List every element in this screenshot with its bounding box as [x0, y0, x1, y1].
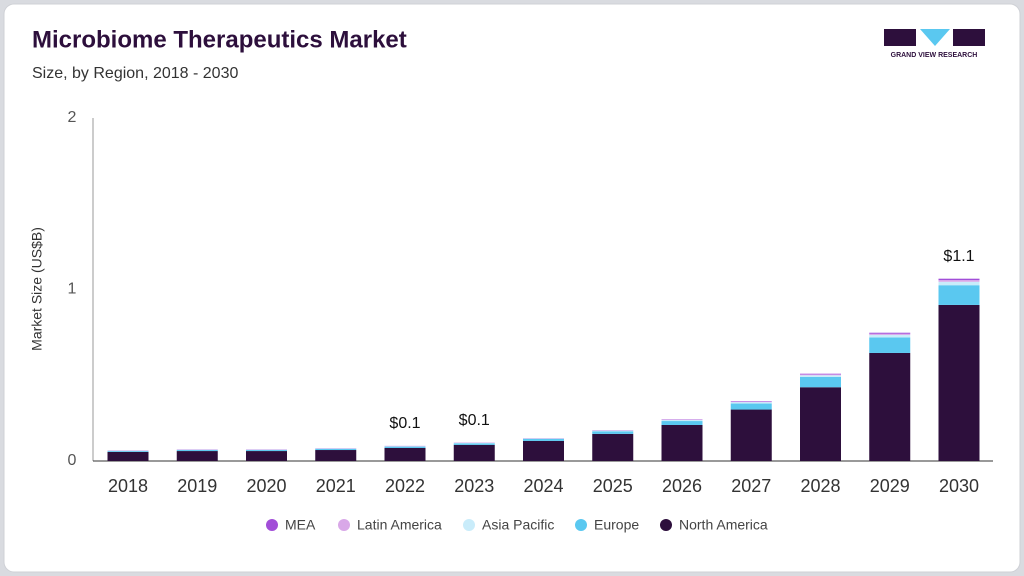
bar-segment — [107, 451, 149, 461]
bar-segment — [453, 443, 495, 445]
bar-segment — [592, 430, 634, 432]
bar-segment — [730, 402, 772, 404]
bar-segment — [315, 450, 357, 461]
x-tick-label: 2023 — [454, 476, 494, 496]
x-tick-label: 2019 — [177, 476, 217, 496]
bar-segment — [246, 451, 287, 461]
bar-segment — [938, 278, 980, 281]
bar-segment — [661, 424, 703, 461]
logo-text: GRAND VIEW RESEARCH — [891, 52, 978, 59]
x-tick-label: 2026 — [662, 476, 702, 496]
bar-segment — [592, 433, 634, 461]
bar-segment — [661, 421, 703, 425]
bar-segment — [938, 281, 980, 286]
x-tick-label: 2020 — [246, 476, 286, 496]
legend-label: North America — [679, 517, 768, 533]
data-label: $0.1 — [459, 412, 490, 429]
bar-segment — [730, 401, 772, 402]
bar-segment — [869, 352, 911, 461]
bar-segment — [800, 374, 841, 376]
bar-segment — [315, 448, 357, 451]
bar-segment — [592, 431, 634, 434]
x-tick-label: 2028 — [800, 476, 840, 496]
card — [3, 3, 1021, 573]
x-tick-label: 2029 — [870, 476, 910, 496]
bar-segment — [384, 446, 426, 448]
legend-label: Asia Pacific — [482, 517, 554, 533]
bar-segment — [800, 373, 841, 375]
x-tick-label: 2027 — [731, 476, 771, 496]
legend-marker — [463, 519, 475, 531]
bar-segment — [246, 450, 287, 452]
data-label: $0.1 — [389, 415, 420, 432]
bar-segment — [938, 304, 980, 461]
bar-segment — [661, 420, 703, 422]
legend-label: Europe — [594, 517, 639, 533]
bar-segment — [730, 409, 772, 461]
bar-segment — [107, 451, 149, 452]
y-axis-label: Market Size (US$B) — [29, 227, 45, 351]
legend-marker — [575, 519, 587, 531]
x-tick-label: 2024 — [523, 476, 563, 496]
legend-label: Latin America — [357, 517, 442, 533]
bar-segment — [453, 444, 495, 461]
bar-segment — [869, 333, 911, 335]
bar-segment — [523, 438, 564, 439]
y-tick-label: 0 — [68, 452, 77, 469]
legend-marker — [338, 519, 350, 531]
bar-segment — [800, 387, 841, 461]
x-tick-label: 2021 — [316, 476, 356, 496]
bar-segment — [730, 403, 772, 410]
bar-segment — [384, 447, 426, 461]
bar-segment — [938, 280, 980, 282]
bar-segment — [176, 450, 218, 452]
chart-title: Microbiome Therapeutics Market — [32, 26, 407, 53]
bar-segment — [869, 337, 911, 353]
logo: GRAND VIEW RESEARCH — [884, 29, 985, 59]
bar-segment — [523, 438, 564, 441]
bar-segment — [869, 332, 911, 334]
legend-marker — [660, 519, 672, 531]
data-label: $1.1 — [943, 248, 974, 265]
bar-segment — [176, 451, 218, 461]
bar-segment — [730, 401, 772, 403]
y-tick-label: 1 — [68, 281, 77, 298]
legend-label: MEA — [285, 517, 316, 533]
legend-marker — [266, 519, 278, 531]
bar-segment — [938, 285, 980, 305]
chart-subtitle: Size, by Region, 2018 - 2030 — [32, 65, 238, 82]
x-tick-label: 2022 — [385, 476, 425, 496]
x-tick-label: 2025 — [593, 476, 633, 496]
bar-segment — [800, 375, 841, 377]
x-tick-label: 2030 — [939, 476, 979, 496]
x-tick-label: 2018 — [108, 476, 148, 496]
y-tick-label: 2 — [68, 109, 77, 126]
bar-segment — [523, 440, 564, 461]
bar-segment — [800, 376, 841, 388]
bar-segment — [869, 334, 911, 338]
